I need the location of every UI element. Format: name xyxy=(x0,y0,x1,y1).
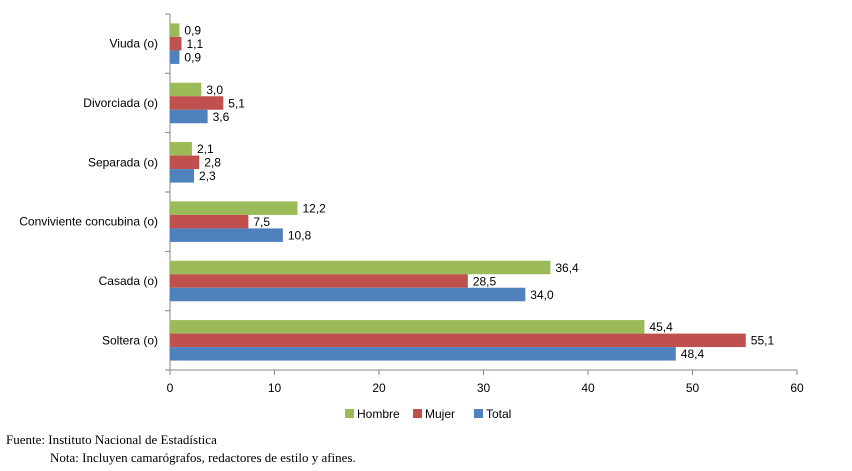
data-label: 0,9 xyxy=(184,50,201,64)
data-label: 1,1 xyxy=(186,37,203,51)
bar-total xyxy=(170,109,208,124)
legend-swatch-hombre xyxy=(345,409,354,418)
data-label: 7,5 xyxy=(253,215,270,229)
data-label: 0,9 xyxy=(184,23,201,37)
data-label: 48,4 xyxy=(681,347,705,361)
bar-hombre xyxy=(170,82,202,97)
x-tick-label: 0 xyxy=(167,381,174,395)
data-label: 28,5 xyxy=(473,274,497,288)
category-label: Divorciada (o) xyxy=(83,96,158,110)
x-tick-label: 40 xyxy=(581,381,595,395)
bar-mujer xyxy=(170,333,746,348)
category-label: Viuda (o) xyxy=(110,37,158,51)
bar-total xyxy=(170,287,526,302)
data-label: 12,2 xyxy=(302,201,326,215)
bar-total xyxy=(170,50,180,64)
legend-label: Hombre xyxy=(357,407,400,421)
bar-mujer xyxy=(170,214,249,229)
x-tick-label: 50 xyxy=(686,381,700,395)
data-label: 5,1 xyxy=(228,96,245,110)
data-label: 3,0 xyxy=(206,83,223,97)
bar-hombre xyxy=(170,260,551,275)
legend-swatch-mujer xyxy=(413,409,422,418)
legend-label: Mujer xyxy=(425,407,455,421)
legend-label: Total xyxy=(486,407,511,421)
bar-mujer xyxy=(170,96,224,110)
x-tick-label: 60 xyxy=(790,381,804,395)
bar-hombre xyxy=(170,142,192,156)
bar-hombre xyxy=(170,320,645,334)
category-label: Casada (o) xyxy=(99,274,158,288)
x-tick-label: 10 xyxy=(268,381,282,395)
bar-total xyxy=(170,169,195,183)
x-tick-label: 30 xyxy=(477,381,491,395)
bar-mujer xyxy=(170,155,200,170)
data-label: 36,4 xyxy=(555,261,579,275)
bar-hombre xyxy=(170,201,298,215)
data-label: 10,8 xyxy=(288,228,312,242)
bar-total xyxy=(170,347,676,361)
footnote: Nota: Incluyen camarógrafos, redactores … xyxy=(50,450,356,465)
legend-swatch-total xyxy=(474,409,483,418)
source-note: Fuente: Instituto Nacional de Estadístic… xyxy=(6,432,217,447)
category-label: Separada (o) xyxy=(88,155,158,169)
bar-chart: 0 10 20 30 40 50 60 Viuda (o) 0,91,10,9 Divorciad… xyxy=(19,13,804,421)
category-label: Soltera (o) xyxy=(102,333,158,347)
bar-total xyxy=(170,228,283,242)
data-label: 2,8 xyxy=(204,156,221,170)
category-label: Conviviente concubina (o) xyxy=(19,215,158,229)
data-label: 2,1 xyxy=(197,142,214,156)
data-label: 3,6 xyxy=(213,110,230,124)
bar-hombre xyxy=(170,23,180,37)
data-label: 2,3 xyxy=(199,169,216,183)
bar-mujer xyxy=(170,274,468,288)
x-tick-label: 20 xyxy=(372,381,386,395)
data-label: 45,4 xyxy=(649,320,673,334)
data-label: 34,0 xyxy=(530,288,554,302)
bar-mujer xyxy=(170,36,182,51)
data-label: 55,1 xyxy=(751,334,775,348)
